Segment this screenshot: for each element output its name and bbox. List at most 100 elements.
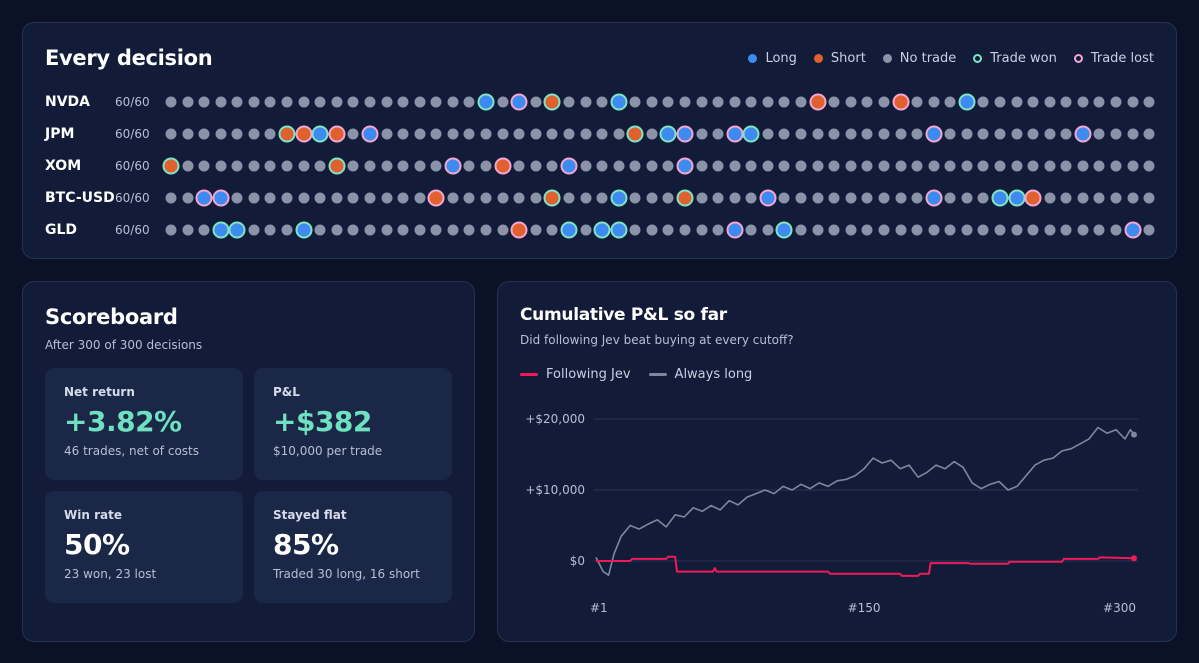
decision-dot-short-lost — [295, 125, 313, 143]
decision-dot-no-trade — [662, 192, 674, 204]
series-endpoint-following-jev — [1131, 555, 1137, 562]
legend-label: No trade — [899, 51, 957, 66]
y-tick-label: +$10,000 — [525, 483, 585, 497]
legend-item-none: No trade — [882, 51, 957, 66]
row-ticker: GLD — [45, 222, 78, 238]
legend-item-always-long: Always long — [648, 367, 752, 382]
decision-dot-no-trade — [480, 128, 492, 140]
row-count: 60/60 — [115, 191, 150, 205]
decision-dot-no-trade — [977, 192, 989, 204]
legend-label: Trade won — [990, 51, 1057, 66]
decision-row-jpm: JPM 60/60 — [45, 118, 1155, 150]
decision-dot-no-trade — [215, 128, 227, 140]
decision-dot-long-lost — [726, 221, 744, 239]
series-endpoint-always-long — [1131, 431, 1137, 438]
decision-dot-no-trade — [546, 224, 558, 236]
decision-dot-no-trade — [994, 96, 1006, 108]
decision-dot-no-trade — [165, 128, 177, 140]
decision-dot-no-trade — [1110, 224, 1122, 236]
scoreboard-panel: Scoreboard After 300 of 300 decisions Ne… — [22, 281, 475, 642]
decision-dot-no-trade — [762, 224, 774, 236]
decision-dot-no-trade — [895, 192, 907, 204]
decision-dot-long-lost — [510, 93, 528, 111]
decision-dot-no-trade — [895, 160, 907, 172]
decision-dot-no-trade — [198, 96, 210, 108]
decision-dot-no-trade — [961, 224, 973, 236]
tile-value: +$382 — [273, 405, 372, 438]
decision-dot-no-trade — [961, 160, 973, 172]
win-rate-tile: Win rate 50% 23 won, 23 lost — [45, 491, 243, 603]
decision-dot-no-trade — [447, 128, 459, 140]
decision-dot-no-trade — [828, 160, 840, 172]
decision-dot-long-lost — [676, 125, 694, 143]
decision-dot-long-won — [212, 221, 230, 239]
pnl-legend: Following Jev Always long — [520, 367, 770, 382]
decision-dot-no-trade — [331, 96, 343, 108]
decision-dot-no-trade — [231, 96, 243, 108]
decision-dot-long-lost — [212, 189, 230, 207]
decision-dot-no-trade — [364, 96, 376, 108]
legend-swatch — [1073, 54, 1083, 63]
tile-value: 50% — [64, 528, 130, 561]
decision-dot-no-trade — [1127, 192, 1139, 204]
decision-dot-no-trade — [347, 224, 359, 236]
decision-dot-no-trade — [248, 160, 260, 172]
tile-label: P&L — [273, 385, 300, 399]
decision-dot-no-trade — [895, 128, 907, 140]
row-ticker: JPM — [45, 126, 75, 142]
decision-dot-no-trade — [264, 224, 276, 236]
decision-dot-no-trade — [729, 96, 741, 108]
tile-value: +3.82% — [64, 405, 182, 438]
legend-swatch — [973, 54, 983, 63]
decision-dot-no-trade — [679, 96, 691, 108]
decision-dot-no-trade — [613, 160, 625, 172]
decision-dot-no-trade — [944, 96, 956, 108]
decision-dot-no-trade — [1027, 160, 1039, 172]
decision-dot-no-trade — [1060, 192, 1072, 204]
decision-dot-no-trade — [828, 224, 840, 236]
decision-dot-no-trade — [1060, 224, 1072, 236]
decision-dot-no-trade — [215, 160, 227, 172]
scoreboard-title: Scoreboard — [45, 305, 178, 329]
decision-dot-no-trade — [381, 192, 393, 204]
decision-dot-no-trade — [182, 192, 194, 204]
legend-item-following-jev: Following Jev — [520, 367, 631, 382]
decision-dot-no-trade — [1060, 128, 1072, 140]
decision-dot-no-trade — [1044, 160, 1056, 172]
decision-dot-no-trade — [596, 128, 608, 140]
decision-dot-no-trade — [397, 224, 409, 236]
decision-dot-no-trade — [778, 160, 790, 172]
decision-dot-no-trade — [513, 128, 525, 140]
decision-dot-no-trade — [778, 192, 790, 204]
pnl-chart: $0 +$10,000 +$20,000 #1 #150 #300 — [525, 412, 1138, 615]
row-count: 60/60 — [115, 159, 150, 173]
decision-dot-no-trade — [1110, 128, 1122, 140]
decision-dot-no-trade — [895, 224, 907, 236]
decision-dot-no-trade — [1011, 96, 1023, 108]
decision-dot-no-trade — [646, 224, 658, 236]
decision-dot-no-trade — [546, 128, 558, 140]
decision-dot-no-trade — [281, 192, 293, 204]
decision-row-nvda: NVDA 60/60 — [45, 86, 1155, 118]
decision-dot-no-trade — [845, 128, 857, 140]
decision-dot-no-trade — [795, 96, 807, 108]
row-count: 60/60 — [115, 127, 150, 141]
decision-dot-no-trade — [662, 96, 674, 108]
decision-rows: NVDA 60/60 JPM 60/60 XOM 60/60 BTC-USD 60/60 GLD… — [45, 86, 1155, 246]
decision-dot-no-trade — [497, 224, 509, 236]
decision-dot-no-trade — [463, 160, 475, 172]
decision-dot-no-trade — [463, 96, 475, 108]
decision-dot-no-trade — [977, 160, 989, 172]
decision-dot-no-trade — [845, 192, 857, 204]
decision-dot-long-won — [295, 221, 313, 239]
legend-label: Long — [765, 51, 797, 66]
decision-dot-no-trade — [497, 128, 509, 140]
decision-dot-no-trade — [397, 192, 409, 204]
decision-dot-no-trade — [911, 160, 923, 172]
decision-dot-no-trade — [248, 224, 260, 236]
decision-dot-no-trade — [1044, 224, 1056, 236]
decision-dot-no-trade — [845, 224, 857, 236]
decision-dot-no-trade — [928, 224, 940, 236]
decision-dot-short-lost — [427, 189, 445, 207]
decision-dot-no-trade — [977, 96, 989, 108]
